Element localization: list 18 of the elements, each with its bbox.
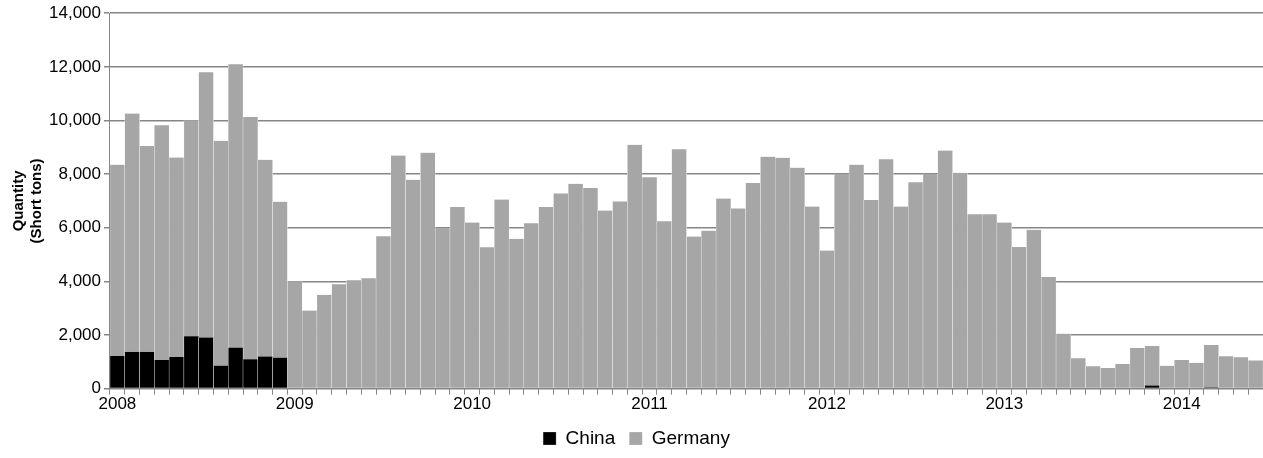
y-tick-label: 4,000 [58,271,101,291]
y-axis-title: Quantity (Short tons) [9,158,45,244]
legend-label: China [565,426,616,448]
y-tick-label: 0 [91,378,101,398]
y-tick-label: 14,000 [49,2,101,22]
x-tick-label: 2013 [985,394,1024,414]
x-tick-label: 2010 [453,394,492,414]
y-tick-label: 12,000 [49,56,101,76]
legend-label: Germany [651,426,731,448]
x-tick-label: 2008 [98,394,137,414]
x-tick-label: 2014 [1162,394,1201,414]
y-tick-label: 6,000 [58,217,101,237]
x-tick-label: 2009 [275,394,314,414]
x-tick-label: 2012 [808,394,846,414]
y-tick-label: 10,000 [49,110,101,130]
x-tick-label: 2011 [631,394,668,414]
y-tick-label: 8,000 [58,163,101,183]
y-tick-label: 2,000 [58,324,101,344]
